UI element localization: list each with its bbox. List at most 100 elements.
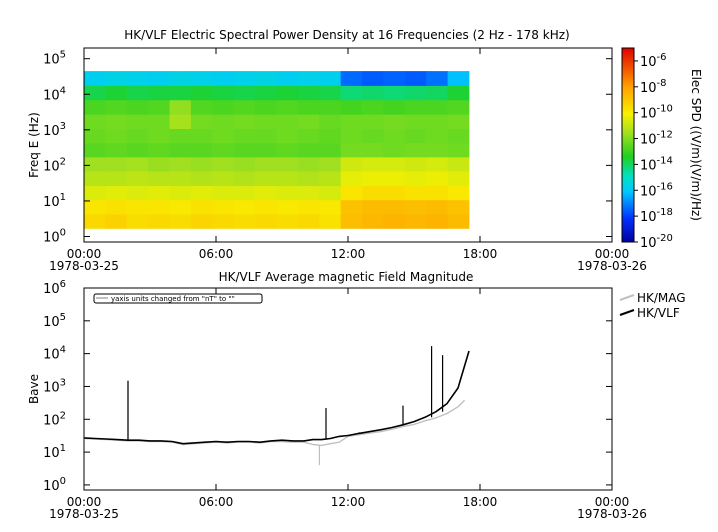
- spectrogram-cell: [105, 156, 128, 172]
- spectrogram-cell: [255, 185, 277, 201]
- spectrogram-cell: [404, 71, 427, 86]
- spectrogram-cell: [362, 199, 384, 215]
- colorbar: 10-6 10-8 10-10 10-12 10-14 10-16 10-18 10-20 E…: [621, 47, 703, 251]
- spectrogram-cell: [319, 71, 342, 86]
- spectrogram-cell: [233, 99, 256, 115]
- spectrogram-cell: [447, 171, 470, 186]
- spectrogram-cell: [169, 185, 192, 201]
- spectrogram-cell: [297, 142, 320, 158]
- colorbar-tick-label: 10-8: [640, 78, 667, 96]
- line-y-tick-label: 103: [43, 377, 66, 395]
- spectrogram-cell: [169, 171, 192, 186]
- line-x-tick-label: 18:00: [463, 495, 498, 509]
- spectrogram-cell: [383, 99, 406, 115]
- line-x-date-label: 1978-03-25: [49, 507, 119, 521]
- spectrogram-cell: [255, 71, 277, 86]
- spectrogram-cell: [426, 85, 449, 101]
- spectrogram-cell: [362, 142, 384, 158]
- spectrogram-cell: [319, 142, 342, 158]
- spectrogram-cell: [212, 156, 235, 172]
- spectrogram-y-tick-label: 102: [43, 156, 66, 174]
- spectrogram-cell: [169, 114, 192, 129]
- spectrogram-y-tick-label: 100: [43, 227, 66, 245]
- spectrogram-cell: [233, 71, 256, 86]
- spectrogram-cell: [84, 185, 106, 201]
- spectrogram-cell: [340, 128, 363, 144]
- spectrogram-cell: [126, 71, 149, 86]
- spectrogram-cell: [148, 156, 170, 172]
- spectrogram-cell: [233, 214, 256, 229]
- spectrogram-cell: [126, 85, 149, 101]
- line-x-tick-label: 06:00: [199, 495, 234, 509]
- spectrogram-cell: [362, 156, 384, 172]
- colorbar-tick-label: 10-10: [640, 104, 673, 122]
- spectrogram-cell: [233, 185, 256, 201]
- units-annotation: yaxis units changed from "nT" to "": [93, 293, 263, 304]
- spectrogram-x-tick-label: 06:00: [199, 247, 234, 261]
- spectrogram-cell: [447, 85, 470, 101]
- line-x-tick-label: 12:00: [331, 495, 366, 509]
- spectrogram-cell: [126, 128, 149, 144]
- spectrogram-cell: [383, 185, 406, 201]
- spectrogram-cell: [233, 199, 256, 215]
- spectrogram-cell: [126, 171, 149, 186]
- spectrogram-cell: [340, 114, 363, 129]
- spectrogram-cell: [404, 214, 427, 229]
- line-y-tick-label: 105: [43, 312, 66, 330]
- spectrogram-cell: [126, 156, 149, 172]
- spectrogram-cell: [276, 171, 299, 186]
- spectrogram-cell: [340, 71, 363, 86]
- spectrogram-cell: [148, 199, 170, 215]
- spectrogram-y-axis-label: Freq E (Hz): [27, 112, 41, 178]
- spectrogram-cell: [233, 142, 256, 158]
- spectrogram-cell: [404, 85, 427, 101]
- spectrogram-cell: [190, 71, 213, 86]
- spectrogram-cell: [105, 128, 128, 144]
- spectrogram-cell: [84, 156, 106, 172]
- spectrogram-y-tick-label: 105: [43, 50, 66, 68]
- colorbar-ticks: 10-6 10-8 10-10 10-12 10-14 10-16 10-18 10-20: [634, 52, 673, 251]
- spectrogram-cell: [233, 128, 256, 144]
- spectrogram-cell: [169, 142, 192, 158]
- spectrogram-cell: [447, 142, 470, 158]
- spectrogram-cell: [190, 99, 213, 115]
- line-y-tick-label: 106: [43, 279, 66, 297]
- spectrogram-cell: [362, 214, 384, 229]
- spectrogram-cell: [447, 114, 470, 129]
- spectrogram-cell: [148, 99, 170, 115]
- spectrogram-cell: [255, 128, 277, 144]
- line-y-tick-label: 102: [43, 410, 66, 428]
- spectrogram-cell: [383, 71, 406, 86]
- spectrogram-cell: [212, 85, 235, 101]
- spectrogram-cell: [362, 171, 384, 186]
- line-y-axis-label: Bave: [27, 374, 41, 404]
- spectrogram-cell: [319, 156, 342, 172]
- spectrogram-cell: [447, 128, 470, 144]
- spectrogram-cell: [426, 114, 449, 129]
- line-y-tick-label: 104: [43, 345, 66, 363]
- line-y-tick-label: 101: [43, 443, 66, 461]
- spectrogram-cell: [404, 142, 427, 158]
- spectrogram-cell: [404, 156, 427, 172]
- spectrogram-cell: [383, 85, 406, 101]
- spectrogram-cell: [383, 142, 406, 158]
- spectrogram-cell: [383, 128, 406, 144]
- spectrogram-cell: [426, 142, 449, 158]
- colorbar-tick-label: 10-14: [640, 155, 673, 173]
- spectrogram-cell: [319, 114, 342, 129]
- spectrogram-y-tick-label: 101: [43, 192, 66, 210]
- spectrogram-cell: [297, 128, 320, 144]
- spectrogram-cell: [84, 128, 106, 144]
- spectrogram-cell: [255, 171, 277, 186]
- colorbar-tick-label: 10-18: [640, 207, 673, 225]
- spectrogram-cell: [447, 185, 470, 201]
- spectrogram-cell: [148, 142, 170, 158]
- spectrogram-cell: [84, 99, 106, 115]
- line-x-date-label: 1978-03-26: [577, 507, 647, 521]
- spectrogram-y-ticks: 100 101 102 103 104 105: [43, 50, 612, 245]
- spectrogram-cell: [447, 199, 470, 215]
- spectrogram-cell: [276, 142, 299, 158]
- spectrogram-cell: [340, 199, 363, 215]
- spectrogram-cell: [169, 128, 192, 144]
